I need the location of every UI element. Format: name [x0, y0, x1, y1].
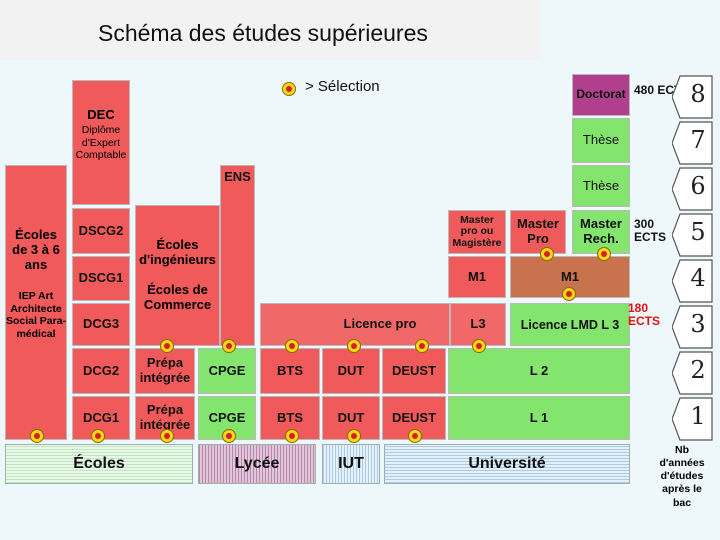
selection-dot-icon [540, 247, 554, 261]
box-master-rech: Master Rech. [572, 210, 630, 254]
band-ecoles: Écoles [5, 444, 193, 484]
year-4: 4 [690, 264, 706, 292]
year-3: 3 [690, 310, 706, 338]
selection-dot-icon [347, 339, 361, 353]
box-l1: L 1 [448, 396, 630, 440]
box-doctorat: Doctorat [572, 74, 630, 116]
ecoles-commerce-label: Écoles de Commerce [143, 282, 212, 312]
selection-dot-icon [285, 339, 299, 353]
selection-dot-icon [91, 429, 105, 443]
year-8: 8 [690, 80, 706, 108]
selection-dot-icon [597, 247, 611, 261]
box-prepa-integree-1: Prépa intégrée [135, 396, 195, 440]
years-chevrons [672, 75, 713, 441]
box-dcg3: DCG3 [72, 303, 130, 346]
ecoles-ingenieurs-label: Écoles d'ingénieurs [139, 237, 216, 267]
box-dut-2: DUT [322, 348, 380, 394]
page-title: Schéma des études supérieures [98, 20, 428, 46]
year-7: 7 [690, 126, 706, 154]
box-master-pro: Master Pro [510, 210, 566, 254]
year-2: 2 [690, 356, 706, 384]
box-master-pro-magistere: Master pro ou Magistère [448, 210, 506, 254]
ects-180: 180 ECTS [628, 301, 661, 329]
selection-dot-icon [160, 339, 174, 353]
selection-dot-icon [562, 287, 576, 301]
box-dcg2: DCG2 [72, 348, 130, 394]
selection-dot-icon [222, 339, 236, 353]
box-l2: L 2 [448, 348, 630, 394]
box-deust-1: DEUST [382, 396, 446, 440]
band-universite: Université [384, 444, 630, 484]
selection-dot-icon [30, 429, 44, 443]
box-dscg1: DSCG1 [72, 256, 130, 301]
selection-dot-icon [408, 429, 422, 443]
selection-dot-icon [160, 429, 174, 443]
year-1: 1 [690, 402, 706, 430]
box-ecoles-3-6-ans [5, 165, 67, 440]
box-licence-lmd: Licence LMD L 3 [510, 303, 630, 346]
ects-300: 300 ECTS [634, 217, 667, 245]
box-dscg2: DSCG2 [72, 208, 130, 254]
box-m1-red: M1 [448, 256, 506, 298]
box-these-7: Thèse [572, 118, 630, 163]
box-these-6: Thèse [572, 165, 630, 207]
box-bts-2: BTS [260, 348, 320, 394]
band-lycee: Lycée [198, 444, 316, 484]
year-5: 5 [690, 218, 706, 246]
box-ens: ENS [220, 165, 255, 346]
box-dec [72, 80, 130, 205]
box-prepa-integree-2: Prépa intégrée [135, 348, 195, 394]
band-iut: IUT [322, 444, 380, 484]
selection-dot-icon [222, 429, 236, 443]
box-ecoles-ingenieurs-commerce [135, 205, 220, 346]
legend-label: > Sélection [305, 78, 380, 95]
box-licence-pro: Licence pro [260, 303, 450, 346]
legend-selection-dot-icon [282, 82, 296, 96]
year-6: 6 [690, 172, 706, 200]
iep-label: IEP Art Architecte Social Para-médical [5, 290, 67, 340]
box-l3: L3 [450, 303, 506, 346]
selection-dot-icon [285, 429, 299, 443]
box-deust-2: DEUST [382, 348, 446, 394]
ecoles-3-6-label: Écoles de 3 à 6 ans [12, 227, 60, 272]
title-bar [0, 0, 540, 60]
dec-sublabel: Diplôme d'Expert Comptable [75, 124, 127, 162]
box-cpge-2: CPGE [198, 348, 256, 394]
selection-dot-icon [347, 429, 361, 443]
selection-dot-icon [472, 339, 486, 353]
years-caption: Nb d'années d'études après le bac [659, 444, 705, 509]
dec-label: DEC [87, 107, 115, 122]
selection-dot-icon [415, 339, 429, 353]
